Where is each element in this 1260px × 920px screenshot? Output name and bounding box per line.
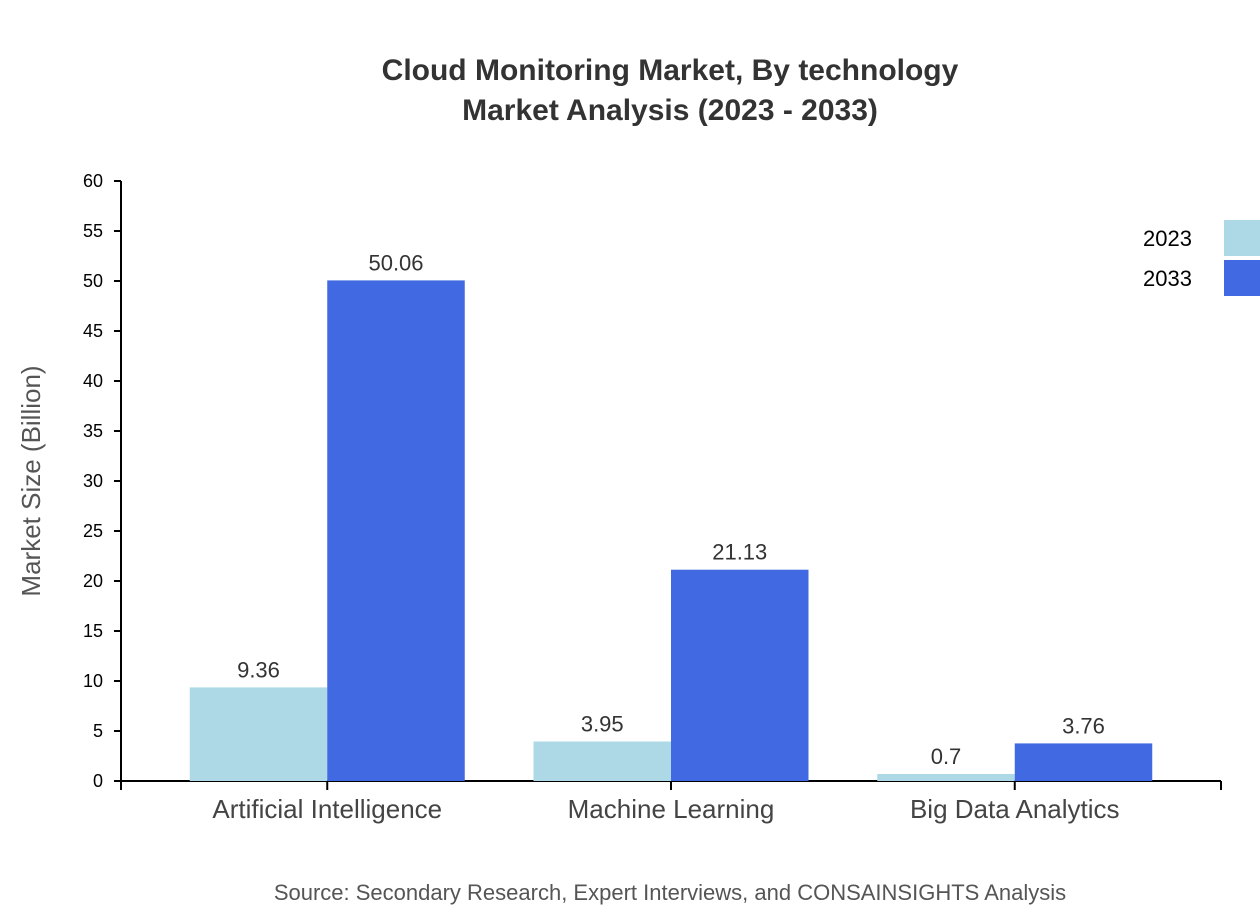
y-tick-label: 50: [83, 271, 103, 291]
data-label: 21.13: [712, 540, 767, 565]
bar-2033: [1014, 743, 1153, 781]
data-label: 9.36: [237, 657, 280, 682]
y-tick-label: 5: [93, 721, 103, 741]
data-label: 50.06: [368, 250, 423, 275]
x-tick-label: Big Data Analytics: [910, 794, 1120, 824]
bar-2023: [533, 741, 671, 781]
bar-2033: [327, 280, 465, 781]
x-tick-label: Machine Learning: [568, 794, 775, 824]
y-tick-label: 45: [83, 321, 103, 341]
bar-2023: [877, 774, 1015, 781]
y-tick-label: 55: [83, 221, 103, 241]
y-tick-label: 40: [83, 371, 103, 391]
legend-swatch: [1224, 260, 1260, 296]
source-note: Source: Secondary Research, Expert Inter…: [274, 880, 1066, 905]
data-label: 3.76: [1062, 713, 1105, 738]
x-axis: Artificial Intelligence Machine Learning B…: [120, 780, 1222, 824]
legend-label: 2023: [1143, 226, 1192, 251]
legend: 2023 2033: [1143, 220, 1260, 296]
bar-2033: [671, 569, 809, 781]
y-tick-label: 35: [83, 421, 103, 441]
y-tick-label: 0: [93, 771, 103, 791]
y-axis-label: Market Size (Billion): [16, 365, 46, 596]
y-tick-label: 20: [83, 571, 103, 591]
bar-2023: [189, 687, 328, 781]
y-tick-label: 15: [83, 621, 103, 641]
chart-title: Cloud Monitoring Market, By technology: [382, 54, 959, 87]
data-label: 0.7: [931, 744, 962, 769]
y-axis: 0 5 10 15 20 25 30 35 40 45 50 55 60: [83, 171, 122, 791]
bars: 9.36 50.06 3.95 21.13 0.7 3.76: [189, 250, 1153, 781]
data-label: 3.95: [581, 712, 624, 737]
y-tick-label: 60: [83, 171, 103, 191]
x-tick-label: Artificial Intelligence: [212, 794, 442, 824]
chart-subtitle: Market Analysis (2023 - 2033): [462, 94, 878, 127]
legend-label: 2033: [1143, 266, 1192, 291]
y-tick-label: 10: [83, 671, 103, 691]
y-tick-label: 25: [83, 521, 103, 541]
y-tick-label: 30: [83, 471, 103, 491]
legend-swatch: [1224, 220, 1260, 256]
